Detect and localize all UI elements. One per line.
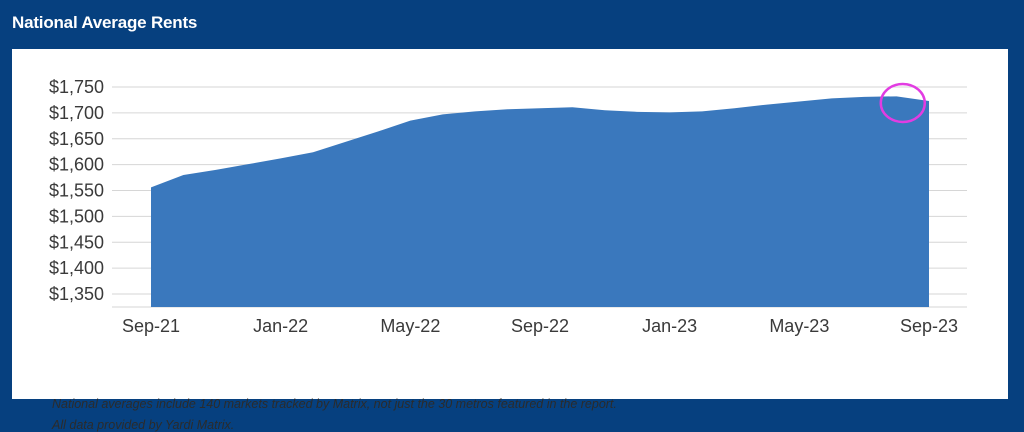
x-tick-label: Sep-23	[900, 316, 958, 336]
y-tick-label: $1,400	[49, 258, 104, 278]
highlight-circle	[879, 82, 927, 124]
chart-panel: $1,750 $1,700 $1,650 $1,600 $1,550 $1,500 $1,4…	[12, 49, 1008, 432]
y-tick-label: $1,600	[49, 155, 104, 175]
area-chart: $1,750 $1,700 $1,650 $1,600 $1,550 $1,500 $1,4…	[49, 77, 967, 336]
x-tick-label: Sep-21	[122, 316, 180, 336]
x-axis-ticks: Sep-21 Jan-22 May-22 Sep-22 Jan-23 May-23 Sep-…	[122, 316, 958, 336]
footnote-source: All data provided by Yardi Matrix.	[52, 418, 235, 432]
x-tick-label: Jan-23	[642, 316, 697, 336]
y-tick-label: $1,650	[49, 129, 104, 149]
x-tick-label: May-23	[769, 316, 829, 336]
x-tick-label: May-22	[380, 316, 440, 336]
y-tick-label: $1,700	[49, 103, 104, 123]
y-axis-ticks: $1,750 $1,700 $1,650 $1,600 $1,550 $1,500 $1,4…	[49, 77, 104, 304]
y-tick-label: $1,500	[49, 206, 104, 226]
chart-title: National Average Rents	[12, 13, 198, 32]
footnote-markets: National averages include 140 markets tr…	[52, 397, 617, 411]
y-tick-label: $1,350	[49, 284, 104, 304]
x-tick-label: Jan-22	[253, 316, 308, 336]
highlight-annotation	[879, 82, 927, 124]
y-tick-label: $1,550	[49, 181, 104, 201]
y-tick-label: $1,750	[49, 77, 104, 97]
x-tick-label: Sep-22	[511, 316, 569, 336]
area-series-fill	[151, 96, 929, 307]
area-series	[151, 96, 929, 307]
y-tick-label: $1,450	[49, 232, 104, 252]
